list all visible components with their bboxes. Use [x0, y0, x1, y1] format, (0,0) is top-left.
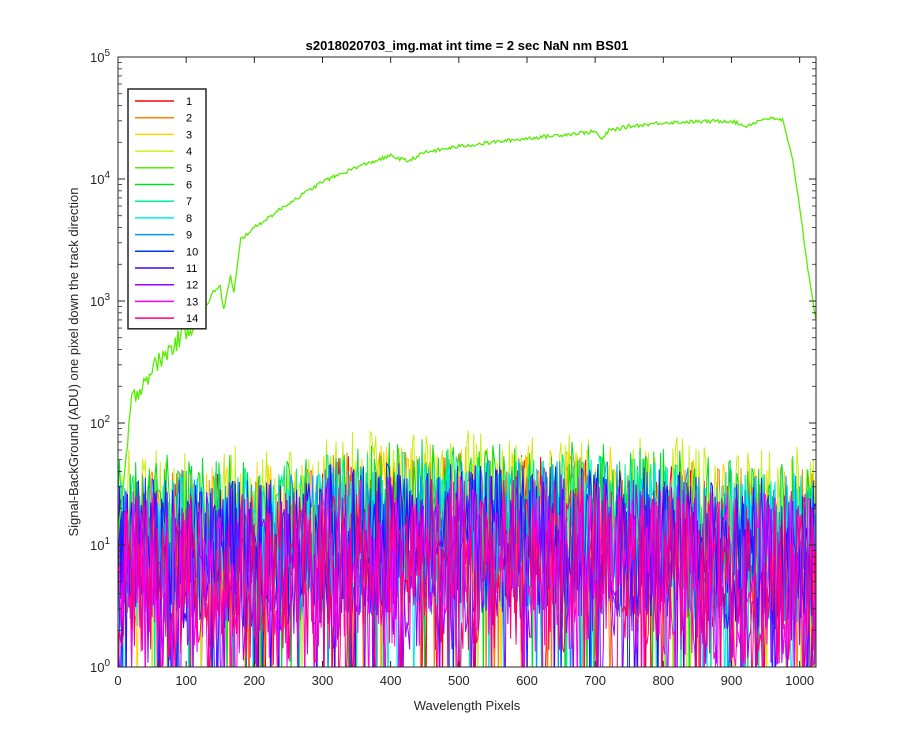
x-tick-label: 700: [584, 673, 606, 688]
legend-label-9: 9: [186, 230, 192, 242]
axes-box: [117, 56, 817, 668]
legend-label-4: 4: [186, 146, 192, 158]
legend-label-10: 10: [186, 246, 198, 258]
x-tick-label: 900: [721, 673, 743, 688]
legend-label-5: 5: [186, 163, 192, 175]
legend-label-1: 1: [186, 96, 192, 108]
axes-layer: 0 100 200 300 400 500 600 700 800 900 100010010110…: [90, 48, 817, 688]
legend-label-8: 8: [186, 213, 192, 225]
x-tick-label: 600: [516, 673, 538, 688]
x-tick-label: 300: [312, 673, 334, 688]
x-tick-label: 200: [243, 673, 265, 688]
series-line-13: [118, 476, 816, 667]
chart-title: s2018020703_img.mat int time = 2 sec NaN…: [306, 38, 629, 53]
legend-label-12: 12: [186, 280, 198, 292]
legend-label-11: 11: [186, 263, 197, 275]
y-tick-label: 101: [90, 536, 110, 553]
legend-label-2: 2: [186, 113, 192, 125]
x-axis-label: Wavelength Pixels: [414, 698, 521, 713]
legend-label-14: 14: [186, 313, 198, 325]
legend-label-6: 6: [186, 180, 192, 192]
x-tick-label: 800: [652, 673, 674, 688]
y-tick-label: 102: [90, 414, 110, 431]
series-line-14: [118, 480, 816, 667]
x-tick-label: 100: [175, 673, 197, 688]
series-layer: [118, 116, 816, 667]
legend-label-13: 13: [186, 296, 198, 308]
x-tick-label: 500: [448, 673, 470, 688]
legend-label-3: 3: [186, 129, 192, 141]
y-tick-label: 100: [90, 658, 110, 675]
y-tick-label: 104: [90, 170, 110, 187]
legend-label-7: 7: [186, 196, 192, 208]
y-tick-label: 105: [90, 48, 110, 65]
x-tick-label: 0: [114, 673, 121, 688]
y-axis-label: Signal-BackGround (ADU) one pixel down t…: [66, 187, 81, 536]
series-line-5: [118, 116, 816, 541]
x-tick-label: 1000: [785, 673, 814, 688]
y-tick-label: 103: [90, 292, 110, 309]
legend-box: [127, 88, 207, 330]
x-tick-label: 400: [380, 673, 402, 688]
